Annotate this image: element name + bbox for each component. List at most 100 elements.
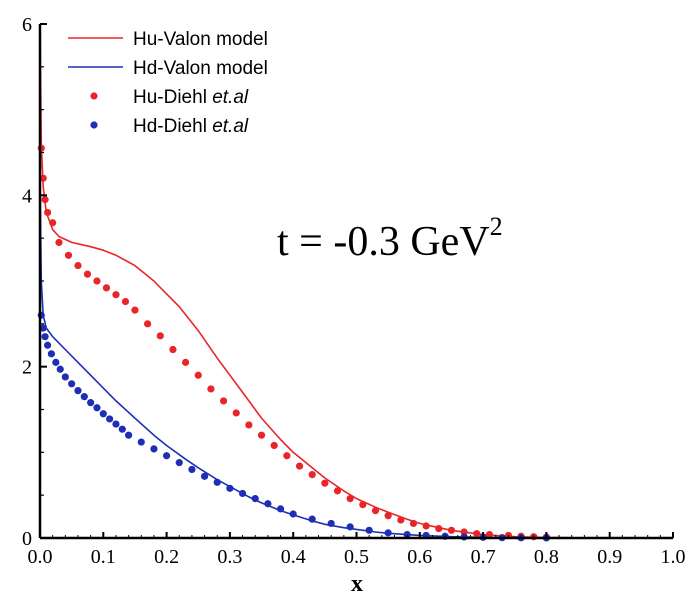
data-point xyxy=(308,515,316,523)
series-layer xyxy=(37,23,673,542)
data-point xyxy=(245,421,253,429)
data-point xyxy=(39,174,47,182)
data-point xyxy=(397,516,405,524)
data-point xyxy=(80,393,88,401)
data-point xyxy=(131,306,139,314)
data-point xyxy=(384,529,392,537)
legend-dot-swatch xyxy=(90,92,98,100)
data-point xyxy=(93,277,101,285)
y-tick-label: 0 xyxy=(22,528,32,550)
data-point xyxy=(365,526,373,534)
data-point xyxy=(93,404,101,412)
data-point xyxy=(276,505,285,513)
data-point xyxy=(485,530,494,539)
data-point xyxy=(384,512,392,520)
data-point xyxy=(118,425,126,433)
data-point xyxy=(37,311,45,319)
data-point xyxy=(83,270,92,278)
legend-item: Hd-Valon model xyxy=(68,58,268,79)
data-point xyxy=(295,462,304,470)
x-tick-label: 0.4 xyxy=(281,546,306,568)
data-point xyxy=(43,208,52,217)
data-point xyxy=(156,332,164,340)
data-point xyxy=(283,452,291,460)
legend-item: Hu-Valon model xyxy=(68,29,268,50)
data-point xyxy=(43,341,52,349)
data-point xyxy=(112,291,120,299)
data-point xyxy=(144,320,152,328)
data-point xyxy=(181,358,190,366)
x-tick-label: 0.5 xyxy=(344,546,369,568)
data-point xyxy=(346,523,354,531)
x-tick-label: 0.0 xyxy=(28,546,53,568)
data-point xyxy=(422,522,430,530)
data-point xyxy=(226,484,234,492)
data-point xyxy=(99,410,107,418)
data-point xyxy=(87,399,95,407)
data-point xyxy=(257,431,266,439)
x-tick-label: 0.8 xyxy=(534,546,559,568)
data-point xyxy=(473,530,481,538)
data-point xyxy=(264,500,272,508)
data-point xyxy=(289,510,297,518)
legend-item: Hu-Diehl et.al xyxy=(90,87,249,108)
data-point xyxy=(270,441,278,450)
y-tick-label: 4 xyxy=(22,185,32,207)
data-point xyxy=(121,297,130,306)
data-point xyxy=(52,358,60,366)
data-point xyxy=(321,479,329,487)
data-point xyxy=(188,465,196,474)
series-1 xyxy=(39,178,673,539)
data-point xyxy=(194,371,202,379)
data-point xyxy=(346,494,354,503)
data-point xyxy=(213,478,221,486)
data-point xyxy=(64,251,73,259)
data-point xyxy=(102,284,111,292)
data-point xyxy=(68,380,76,388)
data-point xyxy=(232,409,240,417)
data-point xyxy=(207,385,215,393)
data-point xyxy=(112,420,120,428)
data-point xyxy=(74,387,82,395)
data-point xyxy=(251,494,259,503)
x-tick-label: 0.2 xyxy=(154,546,179,568)
data-point xyxy=(61,373,69,381)
x-tick-label: 0.6 xyxy=(407,546,432,568)
data-point xyxy=(409,519,418,528)
data-point xyxy=(125,431,133,439)
data-point xyxy=(150,445,158,453)
data-point xyxy=(371,506,380,515)
series-2 xyxy=(37,144,551,541)
x-tick-label: 0.7 xyxy=(471,546,496,568)
data-point xyxy=(200,472,209,480)
legend-label: Hd-Diehl et.al xyxy=(133,116,249,137)
legend-label: Hu-Diehl et.al xyxy=(133,87,249,108)
legend: Hu-Valon model Hd-Valon model Hu-Diehl et.… xyxy=(68,29,268,137)
x-tick-label: 1.0 xyxy=(661,546,686,568)
data-point xyxy=(41,333,49,341)
data-point xyxy=(238,489,247,498)
data-point xyxy=(137,438,145,446)
data-point xyxy=(435,524,443,533)
data-point xyxy=(447,526,456,534)
data-point xyxy=(403,530,411,539)
legend-label: Hu-Valon model xyxy=(133,29,268,50)
data-point xyxy=(39,324,47,332)
data-point xyxy=(55,238,63,247)
legend-label: Hd-Valon model xyxy=(133,58,268,79)
data-point xyxy=(308,471,316,479)
x-tick-label: 0.3 xyxy=(217,546,242,568)
annotation: t = -0.3 GeV2 xyxy=(277,212,503,265)
y-tick-label: 6 xyxy=(22,14,32,36)
data-point xyxy=(163,452,171,460)
data-point xyxy=(460,528,468,536)
data-point xyxy=(37,144,45,152)
y-tick-label: 2 xyxy=(22,357,32,379)
data-point xyxy=(106,415,114,423)
data-point xyxy=(47,350,55,358)
data-point xyxy=(333,487,342,495)
data-point xyxy=(49,219,57,227)
series-3 xyxy=(37,311,551,542)
series-line xyxy=(39,178,673,539)
x-axis-label: x xyxy=(351,571,363,597)
